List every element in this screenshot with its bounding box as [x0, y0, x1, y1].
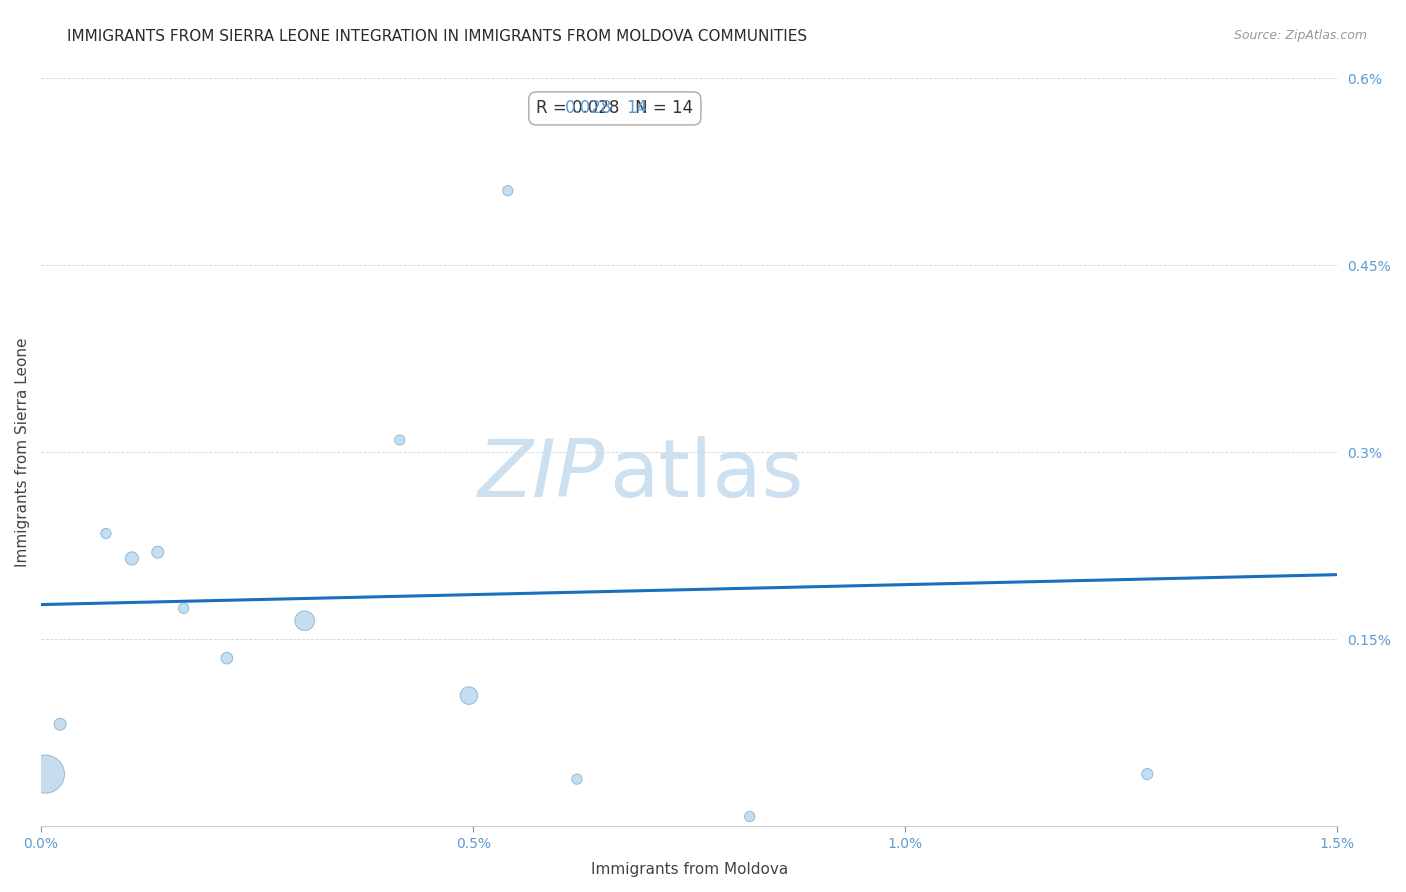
Point: [496, 184, 519, 198]
Point: [565, 772, 588, 786]
Point: [294, 614, 316, 628]
Text: R = 0.028   N = 14: R = 0.028 N = 14: [536, 99, 693, 118]
Text: IMMIGRANTS FROM SIERRA LEONE INTEGRATION IN IMMIGRANTS FROM MOLDOVA COMMUNITIES: IMMIGRANTS FROM SIERRA LEONE INTEGRATION…: [67, 29, 807, 44]
Text: Source: ZipAtlas.com: Source: ZipAtlas.com: [1233, 29, 1367, 42]
Y-axis label: Immigrants from Sierra Leone: Immigrants from Sierra Leone: [15, 338, 30, 567]
Point: [173, 601, 195, 615]
Point: [215, 651, 238, 665]
Text: 14: 14: [626, 99, 647, 118]
Point: [121, 551, 143, 566]
Point: [1136, 767, 1159, 781]
Point: [738, 809, 761, 823]
X-axis label: Immigrants from Moldova: Immigrants from Moldova: [591, 862, 787, 877]
Text: atlas: atlas: [609, 436, 803, 514]
Point: [388, 433, 411, 447]
Point: [49, 717, 72, 731]
Text: ZIP: ZIP: [478, 436, 605, 514]
Point: [146, 545, 169, 559]
Text: 0.028: 0.028: [565, 99, 612, 118]
Point: [34, 767, 56, 781]
Point: [94, 526, 117, 541]
Point: [457, 689, 479, 703]
